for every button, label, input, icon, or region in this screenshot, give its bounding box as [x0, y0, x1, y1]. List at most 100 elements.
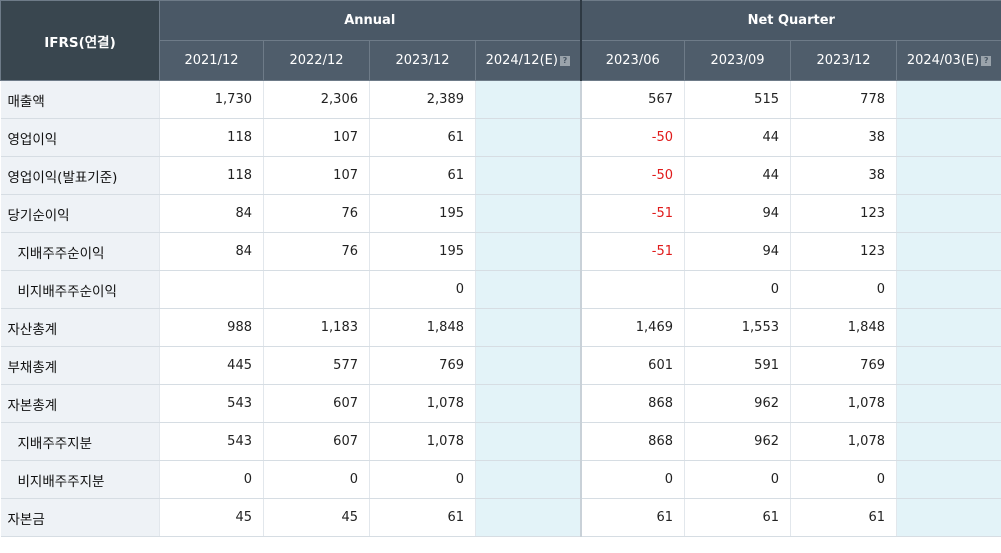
period-header: 2021/12	[159, 40, 264, 81]
row-label[interactable]: 당기순이익	[0, 194, 160, 233]
row-label[interactable]: 매출액	[0, 80, 160, 119]
row-label[interactable]: 비지배주주지분	[0, 460, 160, 499]
row-label[interactable]: 자본금	[0, 498, 160, 537]
estimate-cell	[896, 422, 1001, 461]
table-row: 부채총계 445 577 769 601 591 769	[0, 346, 1001, 385]
value-cell	[263, 270, 370, 309]
value-cell: 94	[684, 232, 791, 271]
period-header: 2023/06	[579, 40, 685, 81]
value-cell: 577	[263, 346, 370, 385]
value-cell: 84	[159, 194, 264, 233]
estimate-cell	[475, 384, 581, 423]
value-cell: 868	[579, 384, 685, 423]
help-icon[interactable]: ?	[559, 56, 570, 66]
value-cell: 543	[159, 384, 264, 423]
value-cell: 44	[684, 156, 791, 195]
value-cell: 38	[790, 156, 897, 195]
value-cell: 1,078	[790, 384, 897, 423]
value-cell: 195	[369, 194, 476, 233]
value-cell: 0	[790, 460, 897, 499]
estimate-cell	[475, 270, 581, 309]
value-cell: 1,469	[579, 308, 685, 347]
table-row: 영업이익(발표기준) 118 107 61 -50 44 38	[0, 156, 1001, 195]
period-label: 2024/12(E)	[485, 53, 558, 68]
value-cell: 123	[790, 232, 897, 271]
value-cell: 778	[790, 80, 897, 119]
value-cell	[579, 270, 685, 309]
value-cell: 1,848	[369, 308, 476, 347]
row-label[interactable]: 지배주주순이익	[0, 232, 160, 271]
value-cell: 61	[369, 156, 476, 195]
estimate-cell	[896, 232, 1001, 271]
value-cell: 962	[684, 422, 791, 461]
estimate-cell	[896, 460, 1001, 499]
value-cell: 988	[159, 308, 264, 347]
period-header: 2023/12	[790, 40, 897, 81]
value-cell: 0	[790, 270, 897, 309]
value-cell: 45	[159, 498, 264, 537]
value-cell: -50	[579, 118, 685, 157]
value-cell: 445	[159, 346, 264, 385]
row-label[interactable]: 비지배주주순이익	[0, 270, 160, 309]
estimate-cell	[896, 346, 1001, 385]
value-cell: 107	[263, 118, 370, 157]
estimate-cell	[896, 156, 1001, 195]
value-cell: 195	[369, 232, 476, 271]
value-cell: 61	[369, 118, 476, 157]
help-icon[interactable]: ?	[981, 56, 992, 66]
value-cell: 1,553	[684, 308, 791, 347]
value-cell: 76	[263, 194, 370, 233]
table-row: 자산총계 988 1,183 1,848 1,469 1,553 1,848	[0, 308, 1001, 347]
value-cell: 0	[684, 270, 791, 309]
estimate-cell	[475, 422, 581, 461]
table-row: 지배주주순이익 84 76 195 -51 94 123	[0, 232, 1001, 271]
table-row: 자본총계 543 607 1,078 868 962 1,078	[0, 384, 1001, 423]
value-cell: 962	[684, 384, 791, 423]
row-label[interactable]: 영업이익(발표기준)	[0, 156, 160, 195]
value-cell: 61	[790, 498, 897, 537]
value-cell: 61	[369, 498, 476, 537]
net-quarter-group-header: Net Quarter	[580, 0, 1001, 41]
estimate-cell	[475, 156, 581, 195]
value-cell: 61	[579, 498, 685, 537]
table-row: 지배주주지분 543 607 1,078 868 962 1,078	[0, 422, 1001, 461]
estimate-cell	[475, 346, 581, 385]
table-row: 매출액 1,730 2,306 2,389 567 515 778	[0, 80, 1001, 119]
value-cell: 0	[579, 460, 685, 499]
value-cell: 607	[263, 422, 370, 461]
annual-group-header: Annual	[159, 0, 582, 41]
estimate-cell	[475, 498, 581, 537]
value-cell: 1,078	[369, 384, 476, 423]
value-cell: 0	[684, 460, 791, 499]
row-label[interactable]: 부채총계	[0, 346, 160, 385]
value-cell: 769	[369, 346, 476, 385]
table-row: 당기순이익 84 76 195 -51 94 123	[0, 194, 1001, 233]
accounting-standard-header: IFRS(연결)	[0, 0, 160, 81]
value-cell: -50	[579, 156, 685, 195]
value-cell: -51	[579, 194, 685, 233]
value-cell: 44	[684, 118, 791, 157]
table-row: 비지배주주지분 0 0 0 0 0 0	[0, 460, 1001, 499]
estimate-cell	[475, 80, 581, 119]
financial-summary-table: IFRS(연결) Annual Net Quarter 2021/12 2022…	[0, 0, 1001, 537]
value-cell: 76	[263, 232, 370, 271]
table-row: 비지배주주순이익 0 0 0	[0, 270, 1001, 309]
estimate-cell	[475, 232, 581, 271]
estimate-cell	[896, 194, 1001, 233]
value-cell: 601	[579, 346, 685, 385]
value-cell: 118	[159, 118, 264, 157]
value-cell: 1,078	[790, 422, 897, 461]
period-header: 2023/12	[369, 40, 476, 81]
estimate-cell	[475, 194, 581, 233]
table-row: 영업이익 118 107 61 -50 44 38	[0, 118, 1001, 157]
value-cell: 107	[263, 156, 370, 195]
value-cell: 0	[369, 460, 476, 499]
row-label[interactable]: 자본총계	[0, 384, 160, 423]
row-label[interactable]: 지배주주지분	[0, 422, 160, 461]
value-cell: 1,183	[263, 308, 370, 347]
row-label[interactable]: 영업이익	[0, 118, 160, 157]
value-cell: 61	[684, 498, 791, 537]
period-header-estimate: 2024/03(E)?	[896, 40, 1001, 81]
value-cell: 0	[263, 460, 370, 499]
row-label[interactable]: 자산총계	[0, 308, 160, 347]
